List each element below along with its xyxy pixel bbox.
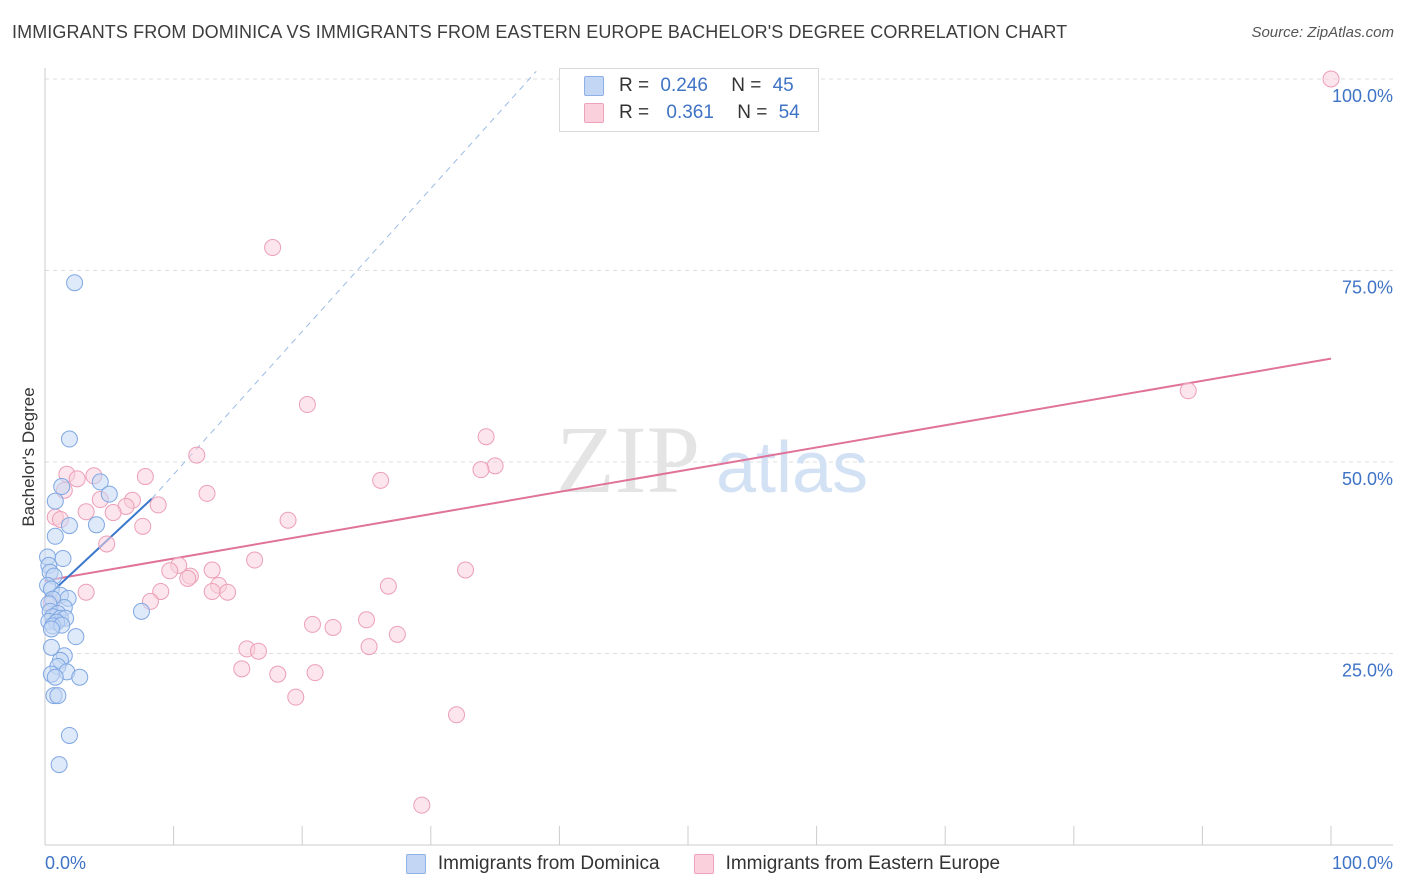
- point-eastern-europe: [104, 504, 122, 522]
- point-eastern-europe: [77, 503, 95, 521]
- point-dominica: [71, 668, 89, 686]
- r-label: R =: [619, 75, 650, 96]
- point-dominica: [60, 726, 78, 744]
- point-dominica: [87, 516, 105, 534]
- legend-label-dominica: Immigrants from Dominica: [437, 853, 660, 874]
- swatch-eastern-europe: [584, 103, 604, 123]
- point-eastern-europe: [233, 660, 251, 678]
- point-eastern-europe: [149, 496, 167, 514]
- y-tick-label: 50.0%: [1342, 469, 1393, 489]
- point-eastern-europe: [77, 583, 95, 601]
- point-eastern-europe: [448, 706, 466, 724]
- legend-swatch-eastern-europe: [693, 854, 714, 874]
- axes: [44, 68, 1393, 846]
- point-dominica: [49, 687, 67, 705]
- point-eastern-europe: [219, 583, 237, 601]
- point-eastern-europe: [303, 615, 321, 633]
- point-dominica: [66, 274, 84, 292]
- point-eastern-europe: [98, 535, 116, 553]
- trend-line-dominica: [44, 498, 153, 600]
- point-eastern-europe: [188, 446, 206, 464]
- point-dominica: [46, 492, 64, 510]
- point-eastern-europe: [203, 582, 221, 600]
- n-label: N =: [737, 102, 768, 123]
- y-tick-label: 25.0%: [1342, 661, 1393, 681]
- point-eastern-europe: [287, 688, 305, 706]
- legend-label-eastern-europe: Immigrants from Eastern Europe: [725, 853, 1001, 874]
- point-eastern-europe: [264, 239, 282, 257]
- point-eastern-europe: [486, 457, 504, 475]
- legend-item-dominica[interactable]: Immigrants from Dominica: [405, 853, 660, 875]
- point-dominica: [46, 527, 64, 545]
- source-label: Source: ZipAtlas.com: [1251, 24, 1394, 41]
- point-eastern-europe: [388, 625, 406, 643]
- y-tick-labels: 25.0% 50.0% 75.0% 100.0%: [1332, 86, 1393, 681]
- y-tick-label: 75.0%: [1342, 278, 1393, 298]
- point-eastern-europe: [413, 796, 431, 814]
- point-eastern-europe: [136, 468, 154, 486]
- legend-item-eastern-europe[interactable]: Immigrants from Eastern Europe: [693, 853, 1001, 875]
- n-value-eastern-europe: 54: [778, 102, 800, 123]
- data-points: [39, 70, 1340, 814]
- chart-title: IMMIGRANTS FROM DOMINICA VS IMMIGRANTS F…: [12, 22, 1068, 42]
- point-eastern-europe: [203, 561, 221, 579]
- point-dominica: [91, 473, 109, 491]
- point-dominica: [50, 756, 68, 774]
- r-value-dominica: 0.246: [660, 75, 708, 96]
- point-eastern-europe: [358, 611, 375, 629]
- point-eastern-europe: [198, 484, 216, 502]
- grid-lines: [45, 78, 1393, 654]
- point-eastern-europe: [379, 577, 397, 595]
- point-dominica: [132, 602, 150, 620]
- n-value-dominica: 45: [772, 75, 794, 96]
- trend-line-eastern-europe: [44, 357, 1332, 582]
- point-eastern-europe: [472, 461, 490, 479]
- y-axis-title: Bachelor's Degree: [19, 387, 38, 526]
- point-dominica: [60, 430, 78, 448]
- point-eastern-europe: [161, 562, 179, 580]
- point-dominica: [60, 517, 78, 535]
- point-eastern-europe: [152, 582, 170, 600]
- point-dominica: [67, 628, 85, 646]
- point-dominica: [100, 485, 118, 503]
- x-tick-labels: 0.0% 100.0%: [45, 853, 1393, 873]
- x-tick-label: 100.0%: [1332, 853, 1393, 873]
- trend-line-dominica-extended: [151, 71, 537, 500]
- point-dominica: [42, 638, 60, 656]
- point-eastern-europe: [246, 551, 264, 569]
- trend-lines: [44, 71, 1332, 600]
- watermark-zip: ZIP: [556, 406, 700, 513]
- y-tick-label: 100.0%: [1332, 86, 1393, 106]
- r-value-eastern-europe: 0.361: [666, 102, 714, 123]
- n-label: N =: [731, 75, 762, 96]
- point-eastern-europe: [279, 511, 297, 529]
- point-dominica: [53, 478, 71, 496]
- point-eastern-europe: [1179, 382, 1197, 400]
- point-eastern-europe: [179, 569, 197, 587]
- point-eastern-europe: [477, 428, 495, 446]
- point-eastern-europe: [360, 638, 378, 656]
- legend-swatch-dominica: [405, 854, 426, 874]
- point-dominica: [54, 550, 72, 568]
- point-eastern-europe: [249, 642, 267, 660]
- point-eastern-europe: [372, 471, 390, 489]
- stats-legend-box: R = 0.246 N = 45 R = 0.361 N = 54: [559, 68, 819, 132]
- bottom-legend: Immigrants from Dominica Immigrants from…: [0, 850, 1406, 878]
- point-eastern-europe: [68, 470, 86, 488]
- point-eastern-europe: [324, 618, 342, 636]
- x-tick-label: 0.0%: [45, 853, 86, 873]
- point-dominica: [46, 668, 64, 686]
- point-eastern-europe: [298, 396, 316, 414]
- point-eastern-europe: [457, 561, 475, 579]
- point-dominica: [42, 620, 60, 638]
- point-eastern-europe: [134, 517, 152, 535]
- watermark-atlas: atlas: [716, 428, 868, 508]
- point-eastern-europe: [269, 665, 287, 683]
- point-eastern-europe: [1322, 70, 1340, 88]
- r-label: R =: [619, 102, 650, 123]
- point-eastern-europe: [306, 664, 324, 682]
- swatch-dominica: [584, 76, 604, 96]
